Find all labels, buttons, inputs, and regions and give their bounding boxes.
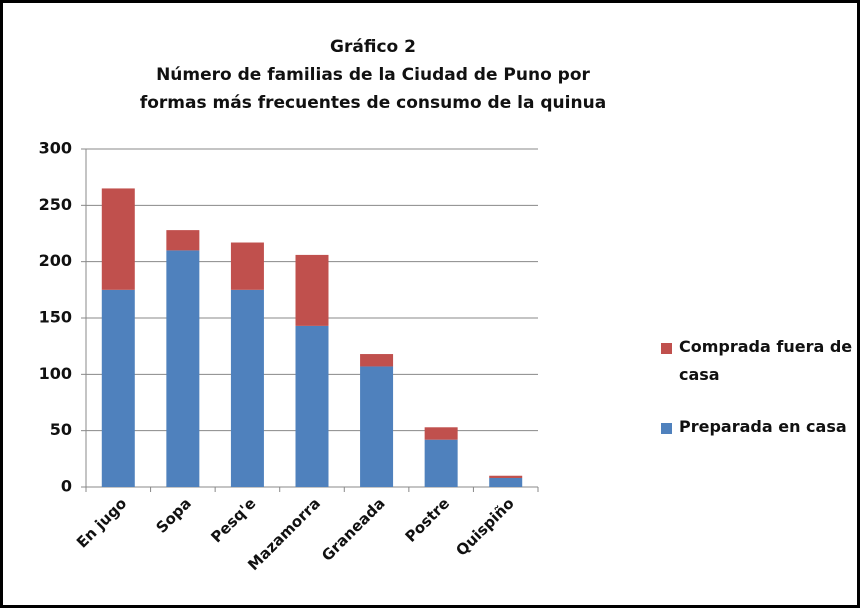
bar-segment bbox=[295, 254, 329, 326]
bar-segment bbox=[360, 354, 394, 367]
y-tick-label: 150 bbox=[39, 308, 72, 327]
bar-segment bbox=[489, 477, 523, 487]
y-tick-label: 250 bbox=[39, 195, 72, 214]
bar-segment bbox=[360, 366, 394, 487]
x-tick-label: Quispiño bbox=[452, 494, 517, 559]
bar-segment bbox=[101, 289, 135, 487]
x-tick-label: Postre bbox=[402, 494, 454, 546]
legend-swatch bbox=[661, 423, 672, 434]
bar-segment bbox=[101, 188, 135, 290]
legend-label: Comprada fuera de casa bbox=[679, 337, 853, 384]
y-tick-label: 100 bbox=[39, 364, 72, 383]
x-tick-label: Graneada bbox=[318, 494, 388, 564]
bar-segment bbox=[424, 439, 458, 487]
bar-segment bbox=[424, 427, 458, 440]
bar-segment bbox=[230, 242, 264, 290]
bar-segment bbox=[295, 325, 329, 487]
bar-segment bbox=[230, 289, 264, 487]
legend-swatch bbox=[661, 343, 672, 354]
y-tick-label: 0 bbox=[61, 477, 72, 496]
y-tick-label: 200 bbox=[39, 251, 72, 270]
bar-segment bbox=[166, 230, 200, 251]
chart-title: Gráfico 2 bbox=[330, 37, 416, 57]
x-tick-label: Pesq'e bbox=[207, 494, 259, 546]
x-tick-label: Sopa bbox=[152, 494, 194, 536]
y-tick-label: 300 bbox=[39, 139, 72, 158]
y-tick-label: 50 bbox=[50, 420, 72, 439]
bar-segment bbox=[489, 475, 523, 478]
chart-subtitle: Número de familias de la Ciudad de Puno … bbox=[139, 65, 607, 113]
x-tick-label: En jugo bbox=[73, 494, 130, 551]
bar-segment bbox=[166, 250, 200, 487]
legend-label: Preparada en casa bbox=[679, 417, 847, 436]
title-block: Gráfico 2 Número de familias de la Ciuda… bbox=[123, 33, 623, 117]
